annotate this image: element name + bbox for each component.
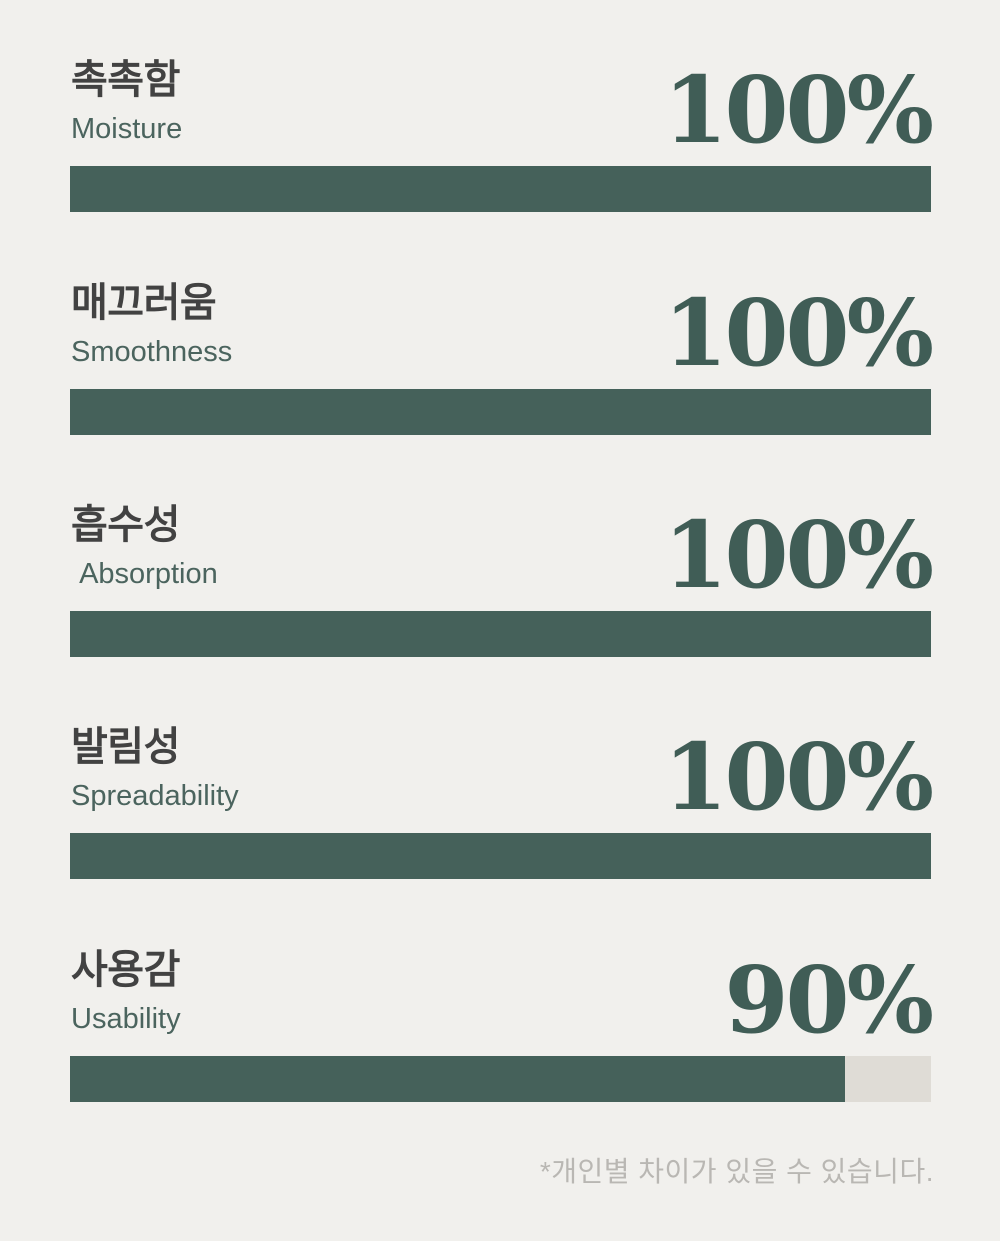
- metric-bar-fill: [70, 611, 931, 657]
- metric-name-english: Spreadability: [71, 780, 239, 812]
- metric-bar-track: [70, 833, 931, 879]
- metric-name-korean: 흡수성: [71, 503, 180, 547]
- metric-name-english: Smoothness: [71, 336, 233, 368]
- metric-name-korean: 매끄러움: [71, 281, 217, 325]
- metric-percent-value: 100%: [663, 56, 934, 164]
- metric-bar-fill: [70, 1056, 845, 1102]
- metric-bar-track: [70, 1056, 931, 1102]
- metric-bar-track: [70, 166, 931, 212]
- metric-row-spreadability: 발림성 Spreadability 100%: [70, 721, 934, 879]
- metric-bar-track: [70, 611, 931, 657]
- metric-percent-value: 100%: [663, 501, 934, 609]
- disclaimer-footnote: *개인별 차이가 있을 수 있습니다.: [539, 1156, 934, 1187]
- metric-percent-value: 90%: [724, 946, 934, 1054]
- metric-bar-fill: [70, 389, 931, 435]
- metric-percent-value: 100%: [663, 279, 934, 387]
- metric-name-english: Moisture: [71, 113, 183, 145]
- metric-percent-value: 100%: [663, 723, 934, 831]
- metric-name-korean: 사용감: [71, 948, 180, 992]
- metric-bar-fill: [70, 833, 931, 879]
- metric-name-korean: 발림성: [71, 725, 180, 769]
- metric-name-english: Absorption: [71, 558, 218, 590]
- metric-bar-track: [70, 389, 931, 435]
- metric-name-korean: 촉촉함: [71, 58, 180, 102]
- metric-name-english: Usability: [71, 1003, 181, 1035]
- metric-row-absorption: 흡수성 Absorption 100%: [70, 499, 934, 657]
- metric-row-moisture: 촉촉함 Moisture 100%: [70, 54, 934, 212]
- metric-row-usability: 사용감 Usability 90%: [70, 944, 934, 1102]
- metric-row-smoothness: 매끄러움 Smoothness 100%: [70, 277, 934, 435]
- metric-bar-fill: [70, 166, 931, 212]
